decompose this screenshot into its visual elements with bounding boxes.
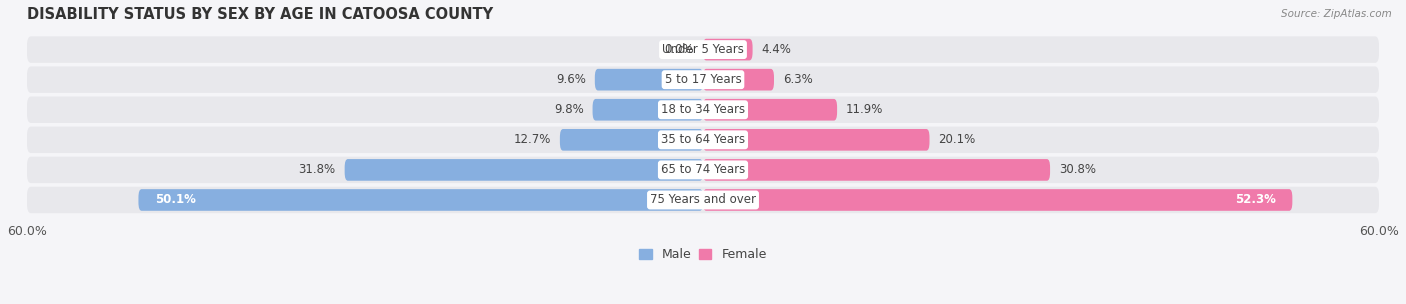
Text: 65 to 74 Years: 65 to 74 Years [661,164,745,176]
FancyBboxPatch shape [560,129,703,151]
Text: 31.8%: 31.8% [298,164,336,176]
Text: 18 to 34 Years: 18 to 34 Years [661,103,745,116]
FancyBboxPatch shape [27,157,1379,183]
FancyBboxPatch shape [703,129,929,151]
Text: 12.7%: 12.7% [513,133,551,146]
Text: 9.8%: 9.8% [554,103,583,116]
FancyBboxPatch shape [595,69,703,91]
FancyBboxPatch shape [703,159,1050,181]
FancyBboxPatch shape [703,69,773,91]
Text: 35 to 64 Years: 35 to 64 Years [661,133,745,146]
Text: 0.0%: 0.0% [665,43,695,56]
Text: DISABILITY STATUS BY SEX BY AGE IN CATOOSA COUNTY: DISABILITY STATUS BY SEX BY AGE IN CATOO… [27,7,494,22]
FancyBboxPatch shape [27,67,1379,93]
Text: 52.3%: 52.3% [1234,193,1275,206]
Text: 30.8%: 30.8% [1059,164,1097,176]
Text: Under 5 Years: Under 5 Years [662,43,744,56]
Text: 75 Years and over: 75 Years and over [650,193,756,206]
FancyBboxPatch shape [592,99,703,121]
Text: 50.1%: 50.1% [155,193,197,206]
Text: 9.6%: 9.6% [555,73,586,86]
Text: 5 to 17 Years: 5 to 17 Years [665,73,741,86]
FancyBboxPatch shape [27,187,1379,213]
FancyBboxPatch shape [703,39,752,60]
FancyBboxPatch shape [703,189,1292,211]
FancyBboxPatch shape [27,36,1379,63]
Text: Source: ZipAtlas.com: Source: ZipAtlas.com [1281,9,1392,19]
FancyBboxPatch shape [138,189,703,211]
Legend: Male, Female: Male, Female [634,243,772,266]
Text: 11.9%: 11.9% [846,103,883,116]
FancyBboxPatch shape [703,99,837,121]
FancyBboxPatch shape [27,96,1379,123]
Text: 20.1%: 20.1% [939,133,976,146]
Text: 4.4%: 4.4% [762,43,792,56]
FancyBboxPatch shape [27,126,1379,153]
FancyBboxPatch shape [344,159,703,181]
Text: 6.3%: 6.3% [783,73,813,86]
